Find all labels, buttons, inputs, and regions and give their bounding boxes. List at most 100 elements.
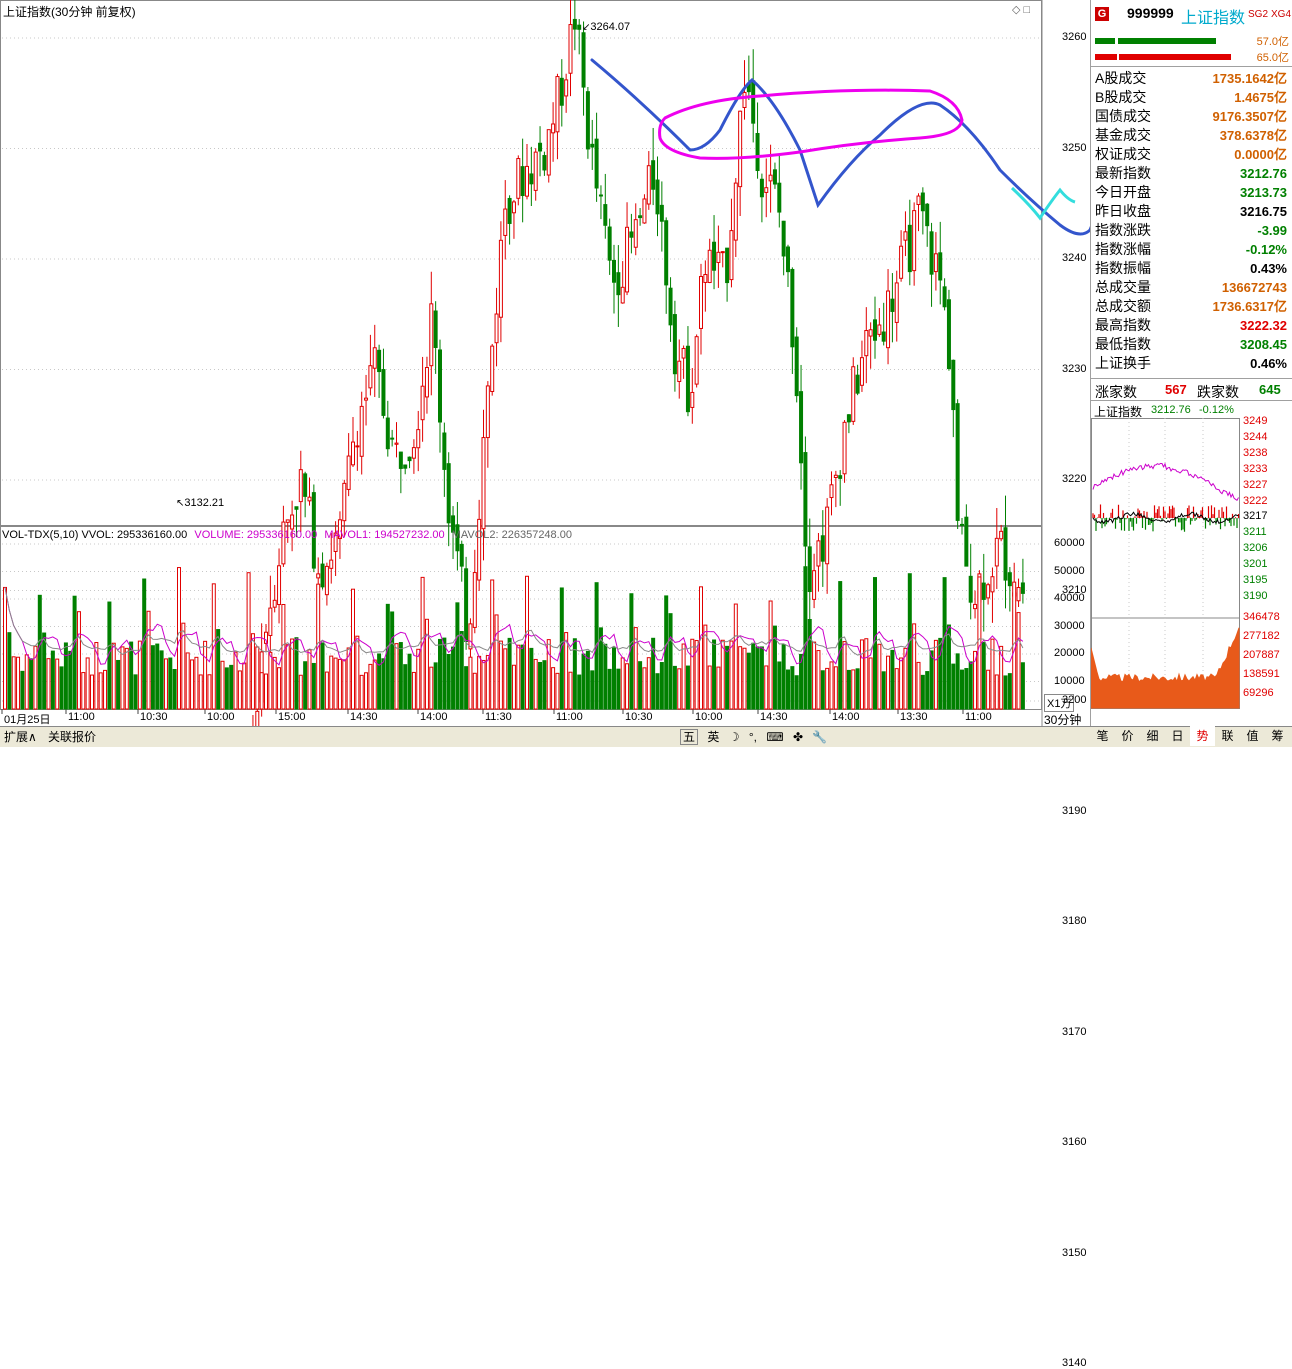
candle-body bbox=[481, 437, 486, 530]
volume-bar bbox=[498, 640, 503, 710]
candle-body bbox=[355, 445, 360, 448]
index-name: 上证指数 bbox=[1181, 10, 1246, 27]
candle-body bbox=[351, 441, 355, 466]
volume-bar bbox=[568, 671, 573, 710]
candle-body bbox=[568, 24, 573, 74]
volume-bar bbox=[429, 666, 434, 710]
related-quotes-tab[interactable]: 关联报价 bbox=[48, 730, 97, 744]
panel-tab-2[interactable]: 细 bbox=[1146, 729, 1159, 743]
volume-bar bbox=[646, 657, 651, 710]
chart-controls-icon[interactable]: ◇ □ bbox=[1012, 4, 1031, 16]
volume-bar bbox=[533, 658, 538, 710]
candle-body bbox=[712, 241, 717, 271]
volume-bar bbox=[163, 658, 168, 710]
volume-bar bbox=[268, 651, 273, 710]
volume-bar bbox=[372, 659, 377, 710]
volume-bar bbox=[290, 638, 295, 710]
volume-bar bbox=[520, 644, 525, 710]
volume-bar bbox=[977, 576, 982, 710]
quote-row-value: 3222.32 bbox=[1240, 318, 1287, 333]
quote-row-value: -0.12% bbox=[1245, 242, 1287, 257]
volume-bar bbox=[816, 650, 821, 710]
expand-tab[interactable]: 扩展∧ bbox=[4, 730, 37, 744]
quote-row-label: 指数涨跌 bbox=[1095, 222, 1151, 238]
volume-bar bbox=[968, 661, 973, 710]
ime-mode-icon[interactable]: 五 bbox=[680, 729, 699, 745]
candle-body bbox=[690, 391, 695, 408]
period-label[interactable]: 30分钟 bbox=[1044, 713, 1082, 727]
candle-body bbox=[468, 623, 473, 650]
panel-tab-3[interactable]: 日 bbox=[1171, 729, 1184, 743]
volume-bar bbox=[838, 581, 843, 710]
quote-row-label: 国债成交 bbox=[1095, 108, 1151, 124]
mini-price-axis-label: 3222 bbox=[1243, 494, 1268, 507]
divider bbox=[1091, 66, 1292, 67]
volume-bar bbox=[655, 673, 660, 710]
candle-body bbox=[503, 208, 508, 236]
mini-price-axis-label: 3227 bbox=[1243, 478, 1268, 491]
volume-bar bbox=[55, 658, 60, 710]
panel-tab-5[interactable]: 联 bbox=[1221, 729, 1234, 743]
ime-lang-icon[interactable]: 英 bbox=[707, 730, 720, 744]
quote-row-value: 3212.76 bbox=[1240, 166, 1287, 181]
volume-bar bbox=[294, 637, 299, 710]
candle-body bbox=[764, 187, 769, 193]
candle-body bbox=[333, 532, 338, 552]
hand-drawn-annotations bbox=[590, 58, 1090, 236]
quote-row-value: 0.43% bbox=[1250, 261, 1287, 276]
panel-tab-1[interactable]: 价 bbox=[1121, 729, 1134, 743]
candle-body bbox=[538, 142, 543, 152]
candle-body bbox=[342, 482, 347, 522]
candle-body bbox=[533, 151, 538, 191]
volume-bar bbox=[694, 640, 699, 710]
volume-bar bbox=[11, 656, 16, 710]
quote-row: 最高指数 3222.32 bbox=[1093, 316, 1289, 335]
panel-tab-0[interactable]: 笔 bbox=[1096, 729, 1109, 743]
panel-tab-7[interactable]: 筹 bbox=[1271, 729, 1284, 743]
keyboard-icon[interactable]: ⌨ bbox=[766, 730, 784, 744]
moon-icon[interactable]: ☽ bbox=[728, 730, 740, 744]
volume-axis-label: 30000 bbox=[1054, 619, 1085, 632]
panel-tab-4[interactable]: 势 bbox=[1190, 726, 1215, 746]
settings-icon[interactable]: 🔧 bbox=[812, 730, 828, 744]
ime-toolbar[interactable]: 五 英 ☽ °, ⌨ ✤ 🔧 bbox=[680, 728, 827, 745]
candle-body bbox=[738, 110, 743, 188]
candle-body bbox=[507, 197, 512, 224]
volume-bar bbox=[685, 665, 690, 710]
volume-bar bbox=[438, 638, 442, 710]
candle-body bbox=[812, 570, 817, 600]
price-axis-label: 3230 bbox=[1062, 362, 1087, 375]
g-icon[interactable]: G bbox=[1095, 7, 1109, 21]
volume-bar bbox=[1003, 675, 1008, 710]
volume-bar bbox=[329, 655, 334, 710]
volume-unit-label: X1万 bbox=[1044, 694, 1075, 712]
volume-bar bbox=[946, 624, 951, 710]
candle-body bbox=[946, 299, 951, 370]
candle-body bbox=[455, 524, 460, 552]
punct-icon[interactable]: °, bbox=[748, 730, 757, 744]
volume-bar bbox=[433, 662, 438, 710]
volume-bar bbox=[451, 646, 456, 710]
candle-body bbox=[446, 463, 451, 524]
candle-body bbox=[429, 303, 434, 367]
down-count-value: 645 bbox=[1259, 382, 1281, 397]
main-chart[interactable] bbox=[0, 0, 1090, 726]
candle-body bbox=[642, 198, 647, 224]
volume-axis-label: 50000 bbox=[1054, 564, 1085, 577]
candle-body bbox=[612, 259, 616, 283]
time-axis-label: 11:00 bbox=[965, 711, 992, 723]
volume-bar bbox=[137, 640, 142, 710]
volume-bar bbox=[1007, 673, 1012, 710]
volume-bar bbox=[368, 663, 373, 710]
panel-tab-6[interactable]: 值 bbox=[1246, 729, 1259, 743]
volume-bar bbox=[859, 639, 864, 710]
volume-bar bbox=[912, 623, 917, 710]
volume-bar bbox=[224, 667, 229, 710]
quote-row-label: 指数振幅 bbox=[1095, 260, 1151, 276]
candle-body bbox=[873, 319, 877, 341]
volume-bar bbox=[564, 632, 569, 710]
volume-bar bbox=[1020, 662, 1025, 710]
skin-icon[interactable]: ✤ bbox=[792, 730, 804, 744]
intraday-mini-chart[interactable] bbox=[1091, 418, 1292, 726]
candle-body bbox=[290, 514, 295, 530]
